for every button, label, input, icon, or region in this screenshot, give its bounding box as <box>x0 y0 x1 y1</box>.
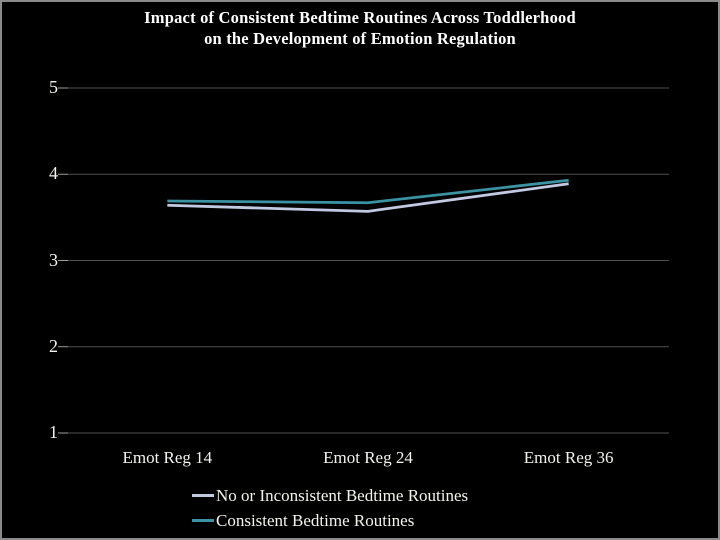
chart-title: Impact of Consistent Bedtime Routines Ac… <box>2 7 718 49</box>
legend-line-swatch <box>192 519 214 522</box>
chart-legend: No or Inconsistent Bedtime Routines Cons… <box>192 483 468 533</box>
y-axis-label-5: 5 <box>49 77 58 98</box>
y-axis-label-4: 4 <box>49 163 58 184</box>
y-axis-label-1: 1 <box>49 422 58 443</box>
chart-title-line2: on the Development of Emotion Regulation <box>204 29 516 48</box>
legend-item-consistent-bedtime-routines: Consistent Bedtime Routines <box>192 508 468 533</box>
legend-label: No or Inconsistent Bedtime Routines <box>216 485 469 505</box>
legend-item-no-or-inconsistent-bedtime-routines: No or Inconsistent Bedtime Routines <box>192 483 468 508</box>
x-axis-label-2: Emot Reg 24 <box>323 448 413 467</box>
chart-title-line1: Impact of Consistent Bedtime Routines Ac… <box>144 8 576 27</box>
legend-label: Consistent Bedtime Routines <box>216 510 415 530</box>
y-axis-label-3: 3 <box>49 249 58 270</box>
x-axis-label-3: Emot Reg 36 <box>523 448 614 467</box>
series-line-0 <box>167 182 569 213</box>
y-axis-label-2: 2 <box>49 335 58 356</box>
series-line-1 <box>167 178 569 205</box>
x-axis-label-1: Emot Reg 14 <box>122 448 213 467</box>
legend-line-swatch <box>192 494 214 497</box>
